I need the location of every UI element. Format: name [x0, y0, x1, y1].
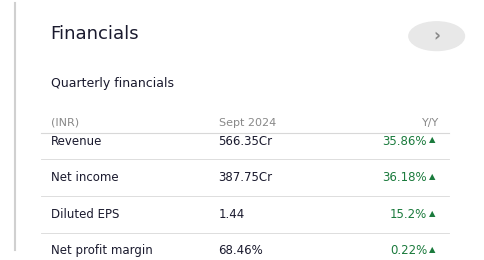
Text: Revenue: Revenue	[51, 134, 102, 147]
Text: 387.75Cr: 387.75Cr	[218, 171, 272, 184]
Text: 68.46%: 68.46%	[218, 244, 263, 257]
Text: Diluted EPS: Diluted EPS	[51, 208, 119, 221]
Text: 15.2%: 15.2%	[389, 208, 426, 221]
Text: Sept 2024: Sept 2024	[218, 118, 275, 128]
Text: ▲: ▲	[428, 135, 434, 144]
Text: 566.35Cr: 566.35Cr	[218, 134, 272, 147]
Circle shape	[408, 22, 464, 50]
Text: ▲: ▲	[428, 172, 434, 181]
Text: (INR): (INR)	[51, 118, 79, 128]
Text: Net income: Net income	[51, 171, 118, 184]
Text: Quarterly financials: Quarterly financials	[51, 77, 173, 90]
Text: 35.86%: 35.86%	[382, 134, 426, 147]
Text: Y/Y: Y/Y	[421, 118, 438, 128]
Text: ›: ›	[432, 28, 439, 46]
Text: ▲: ▲	[428, 209, 434, 218]
Text: 1.44: 1.44	[218, 208, 244, 221]
Text: 36.18%: 36.18%	[382, 171, 426, 184]
Text: Financials: Financials	[51, 25, 139, 43]
Text: Net profit margin: Net profit margin	[51, 244, 152, 257]
Text: 0.22%: 0.22%	[389, 244, 426, 257]
Text: ▲: ▲	[428, 245, 434, 254]
